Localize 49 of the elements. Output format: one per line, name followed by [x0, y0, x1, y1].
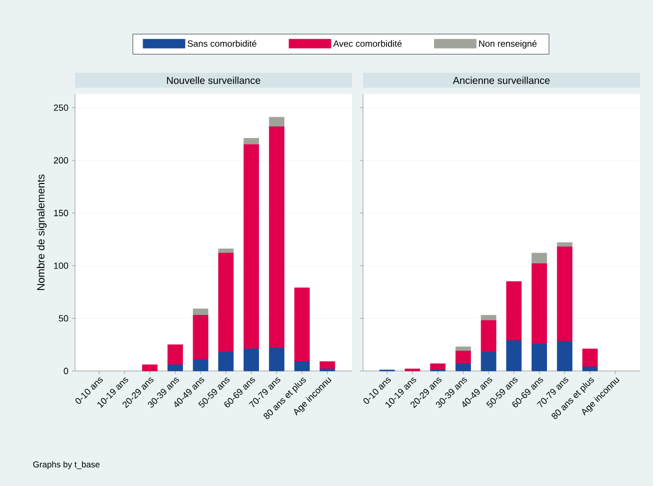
bar	[480, 314, 496, 321]
y-tick-label: 100	[54, 262, 68, 269]
bar	[404, 368, 420, 372]
bar	[506, 340, 522, 372]
bar	[320, 361, 336, 370]
y-tick-label: 0	[64, 368, 68, 374]
bar	[320, 368, 336, 372]
bar	[556, 246, 572, 342]
chart-title: Ancienne surveillance	[452, 76, 550, 84]
y-axis-title: Nombre de signalements	[36, 174, 47, 290]
bar	[268, 126, 284, 348]
bar	[218, 248, 234, 254]
bar	[532, 263, 547, 344]
text: Graphs by t_base	[33, 461, 100, 470]
bar	[556, 242, 572, 247]
bar	[268, 116, 284, 127]
bar	[582, 348, 598, 367]
bar	[556, 341, 572, 372]
y-tick-label: 50	[58, 315, 68, 322]
y-tick-label: 150	[54, 210, 68, 216]
bar	[192, 314, 208, 360]
bar	[294, 288, 310, 362]
bar	[142, 364, 158, 372]
bar	[430, 363, 446, 370]
bar	[480, 320, 496, 352]
bar	[168, 344, 183, 365]
bar	[218, 252, 234, 352]
chart-title: Nouvelle surveillance	[167, 76, 260, 84]
bar	[456, 363, 471, 372]
bar	[480, 352, 496, 372]
bar	[506, 281, 522, 341]
bar	[532, 252, 547, 264]
bar	[294, 361, 310, 372]
bar	[244, 138, 259, 145]
bar	[192, 308, 208, 316]
legend-label: Sans comorbidité	[188, 40, 256, 47]
bar	[582, 366, 598, 372]
bar	[532, 343, 547, 372]
bar	[244, 144, 259, 350]
y-tick-label: 200	[54, 157, 68, 164]
bar	[192, 359, 208, 372]
bar	[268, 348, 284, 372]
legend-label: Avec comorbidité	[333, 40, 402, 47]
bar	[218, 352, 234, 372]
bar	[456, 350, 471, 364]
y-tick-label: 250	[54, 104, 68, 111]
bar	[168, 364, 183, 372]
legend-label: Non renseigné	[479, 40, 537, 49]
bar	[244, 348, 259, 372]
